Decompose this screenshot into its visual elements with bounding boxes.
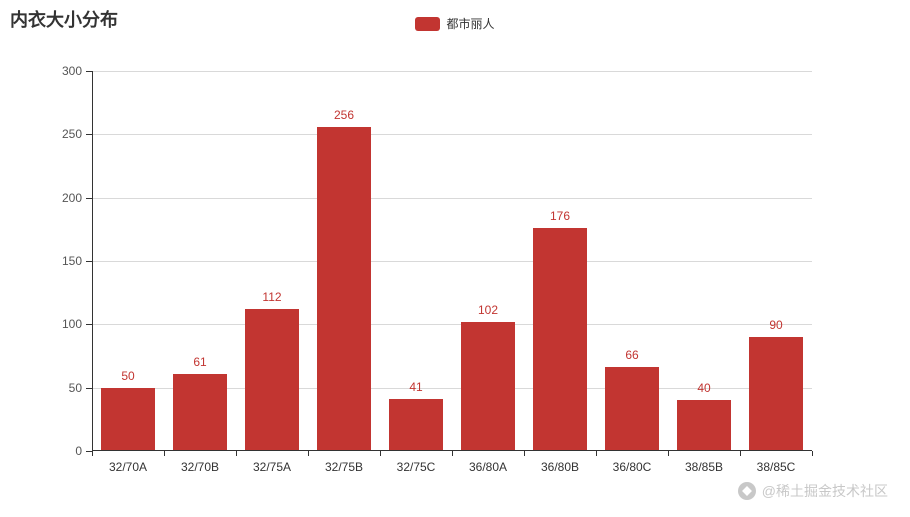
y-axis-label: 150 (61, 254, 82, 268)
bar[interactable] (101, 388, 155, 451)
x-axis-tick (308, 451, 309, 456)
bar[interactable] (605, 367, 659, 451)
y-axis-label: 250 (61, 127, 82, 142)
gridline (92, 324, 812, 326)
x-axis-tick (596, 451, 597, 456)
x-axis-label: 36/80C (612, 460, 652, 474)
bar-value-label: 40 (697, 381, 711, 395)
y-axis-label: 100 (61, 317, 82, 332)
bar[interactable] (245, 309, 299, 451)
bar-value-label: 50 (121, 369, 135, 383)
x-axis-label: 36/80A (468, 460, 508, 474)
x-axis-label: 32/70B (180, 460, 220, 474)
x-axis-tick (164, 451, 165, 456)
y-axis-tick (86, 134, 92, 136)
bar-value-label: 61 (193, 355, 207, 369)
y-axis-tick (86, 387, 92, 389)
y-axis-label: 0 (75, 444, 82, 458)
bar-value-label: 102 (477, 303, 499, 317)
x-axis-label: 38/85B (684, 460, 724, 474)
x-axis-tick (380, 451, 381, 456)
gridline (92, 134, 812, 136)
x-axis-tick (236, 451, 237, 456)
x-axis-label: 32/70A (108, 460, 148, 474)
gridline (92, 197, 812, 199)
y-axis-tick (86, 324, 92, 326)
x-axis-label: 38/85C (756, 460, 796, 474)
bar[interactable] (173, 374, 227, 451)
watermark-text: @稀土掘金技术社区 (761, 483, 888, 499)
x-axis-tick (812, 451, 813, 456)
y-axis-tick (86, 197, 92, 199)
y-axis-tick (86, 71, 92, 72)
x-axis-tick (524, 451, 525, 456)
bar-value-label: 256 (333, 108, 355, 122)
y-axis-line (92, 71, 93, 451)
chart-title: 内衣大小分布 (10, 10, 118, 30)
gridline (92, 261, 812, 262)
x-axis-label: 32/75B (324, 460, 364, 474)
x-axis-label: 32/75A (252, 460, 292, 474)
juejin-logo-icon (737, 482, 756, 500)
x-axis-tick (452, 451, 453, 456)
bar[interactable] (389, 399, 443, 451)
watermark: @稀土掘金技术社区 (737, 481, 888, 501)
bar[interactable] (677, 400, 731, 451)
legend: 都市丽人 (0, 15, 910, 32)
y-axis-tick (86, 261, 92, 262)
bar[interactable] (533, 228, 587, 451)
plot-area: 0 50 100 150 200 250 300 50 32/70A 61 32/70B 112 32/… (62, 64, 813, 474)
x-axis-label: 36/80B (540, 460, 580, 474)
bar-value-label: 90 (769, 318, 783, 332)
y-axis-tick (86, 451, 92, 452)
x-axis-label: 32/75C (396, 460, 436, 474)
gridline (92, 71, 812, 72)
x-axis-line (92, 450, 812, 451)
x-axis-tick (668, 451, 669, 456)
bar[interactable] (317, 127, 371, 451)
bar-value-label: 66 (625, 348, 639, 362)
y-axis-label: 200 (61, 190, 82, 205)
legend-label: 都市丽人 (446, 17, 495, 31)
x-axis-tick (92, 451, 93, 456)
bar-value-label: 112 (262, 290, 282, 304)
legend-marker-icon (415, 16, 441, 31)
gridline (92, 387, 812, 389)
bar-value-label: 41 (409, 380, 423, 394)
bar[interactable] (461, 322, 515, 451)
x-axis-tick (740, 451, 741, 456)
y-axis-label: 300 (61, 64, 82, 78)
bar-value-label: 176 (549, 209, 571, 223)
legend-item[interactable]: 都市丽人 (415, 15, 495, 32)
y-axis-label: 50 (68, 380, 82, 395)
bar[interactable] (749, 337, 803, 451)
